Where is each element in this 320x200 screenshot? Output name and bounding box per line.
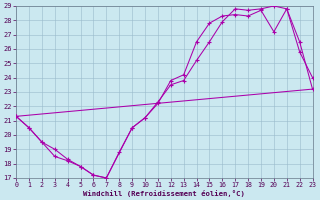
- X-axis label: Windchill (Refroidissement éolien,°C): Windchill (Refroidissement éolien,°C): [84, 190, 245, 197]
